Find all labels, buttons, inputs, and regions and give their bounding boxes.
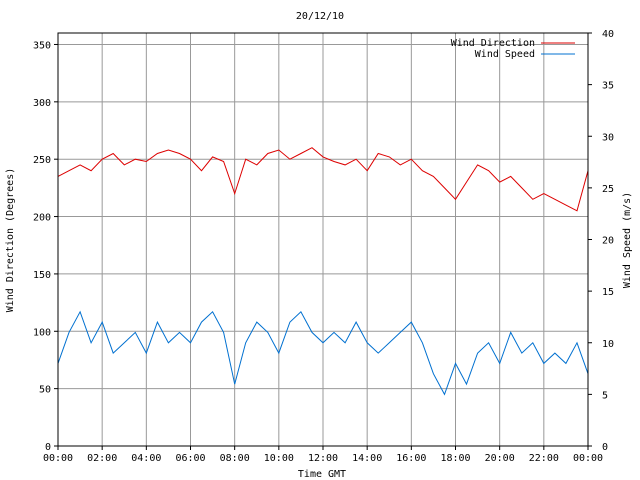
x-tick-label: 16:00 xyxy=(396,453,426,464)
y-tick-label-right: 30 xyxy=(602,132,614,143)
x-tick-label: 12:00 xyxy=(308,453,338,464)
y-tick-label-right: 25 xyxy=(602,184,614,195)
x-tick-label: 06:00 xyxy=(175,453,205,464)
series-layer xyxy=(57,147,589,396)
y-tick-label-right: 10 xyxy=(602,339,614,350)
y-tick-label-right: 5 xyxy=(602,390,608,401)
y-tick-label-left: 150 xyxy=(33,270,51,281)
y-tick-label-right: 20 xyxy=(602,236,614,247)
grid-lines xyxy=(58,33,588,446)
x-axis-label: Time GMT xyxy=(298,469,346,480)
x-tick-label: 02:00 xyxy=(87,453,117,464)
y-axis-label-right: Wind Speed (m/s) xyxy=(622,192,633,288)
x-tick-label: 00:00 xyxy=(573,453,603,464)
y-tick-label-right: 35 xyxy=(602,81,614,92)
x-tick-label: 14:00 xyxy=(352,453,382,464)
x-tick-label: 08:00 xyxy=(220,453,250,464)
chart-title: 20/12/10 xyxy=(296,11,344,22)
series-line-wind-direction xyxy=(57,147,589,212)
y-tick-label-left: 200 xyxy=(33,213,51,224)
x-tick-label: 20:00 xyxy=(485,453,515,464)
y-tick-label-left: 350 xyxy=(33,40,51,51)
x-tick-label: 18:00 xyxy=(440,453,470,464)
x-tick-label: 10:00 xyxy=(264,453,294,464)
x-tick-label: 22:00 xyxy=(529,453,559,464)
y-tick-label-left: 300 xyxy=(33,98,51,109)
x-tick-label: 00:00 xyxy=(43,453,73,464)
legend-label-wind-speed: Wind Speed xyxy=(475,49,535,60)
series-line-wind-speed xyxy=(57,310,589,396)
y-tick-label-right: 0 xyxy=(602,442,608,453)
y-tick-label-right: 15 xyxy=(602,287,614,298)
legend: Wind Direction Wind Speed xyxy=(451,38,575,60)
x-tick-label: 04:00 xyxy=(131,453,161,464)
y-tick-label-left: 100 xyxy=(33,327,51,338)
y-axis-label-left: Wind Direction (Degrees) xyxy=(5,168,16,313)
legend-label-wind-direction: Wind Direction xyxy=(451,38,535,49)
y-tick-label-right: 40 xyxy=(602,29,614,40)
y-tick-label-left: 0 xyxy=(45,442,51,453)
y-tick-label-left: 50 xyxy=(39,385,51,396)
axis-ticks: 00:00 02:00 04:00 06:00 08:00 10:00 12:00 14:00… xyxy=(33,29,614,464)
y-tick-label-left: 250 xyxy=(33,155,51,166)
